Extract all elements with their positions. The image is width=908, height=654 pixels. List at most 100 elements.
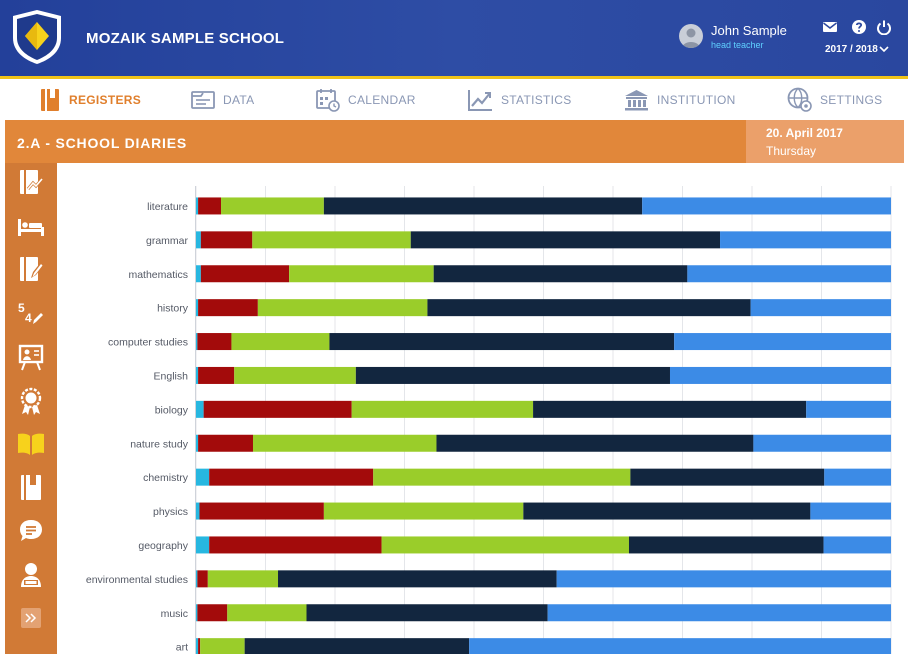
tab-calendar-label: CALENDAR: [348, 92, 416, 107]
bar-segment: [278, 570, 557, 588]
sidebar-item-diary-statistics[interactable]: [5, 163, 57, 203]
bar-segment: [200, 231, 253, 249]
bar-segment: [642, 197, 891, 215]
header: MOZAIK SAMPLE SCHOOL John Sample head te…: [0, 0, 908, 76]
sidebar-item-notes[interactable]: [5, 468, 57, 508]
y-tick-label: computer studies: [108, 337, 188, 349]
book-edit-icon: [20, 257, 44, 281]
mail-icon[interactable]: [822, 19, 838, 35]
grades-icon: 5 4: [18, 301, 43, 325]
tab-registers[interactable]: REGISTERS: [39, 79, 141, 120]
bar-segment: [196, 502, 200, 520]
y-tick-label: English: [154, 370, 189, 382]
sidebar-item-messages[interactable]: [5, 511, 57, 551]
registers-icon: [41, 88, 59, 111]
tab-institution-label: INSTITUTION: [657, 92, 736, 107]
bar-segment: [196, 299, 199, 317]
bar-segment: [630, 468, 825, 486]
current-weekday: Thursday: [766, 144, 817, 158]
user-avatar-icon: [682, 28, 700, 48]
bar-segment: [209, 468, 374, 486]
data-icon: [191, 90, 215, 109]
page-title: 2.A - SCHOOL DIARIES: [17, 135, 188, 151]
settings-icon: [787, 87, 812, 112]
sidebar-item-achievements[interactable]: [5, 381, 57, 421]
y-tick-label: grammar: [146, 235, 189, 247]
tab-calendar[interactable]: CALENDAR: [316, 79, 416, 120]
bar-segment: [806, 400, 891, 418]
bar-segment: [203, 400, 352, 418]
bar-segment: [244, 638, 470, 654]
tab-data[interactable]: DATA: [191, 79, 254, 120]
tab-institution[interactable]: INSTITUTION: [624, 79, 736, 120]
bar-segment: [200, 265, 290, 283]
user-name[interactable]: John Sample: [711, 23, 787, 38]
bed-icon: [18, 219, 44, 236]
current-date: 20. April 2017: [766, 126, 843, 140]
bar-segment: [200, 638, 245, 654]
y-tick-label: biology: [155, 404, 189, 416]
statistics-icon: [468, 89, 492, 111]
sidebar-item-lesson-register[interactable]: [5, 250, 57, 290]
sidebar-item-school-diaries[interactable]: [5, 424, 57, 464]
school-shield-logo[interactable]: [11, 8, 63, 66]
bar-segment: [436, 434, 754, 452]
bar-segment: [198, 197, 222, 215]
tab-settings[interactable]: SETTINGS: [787, 79, 882, 120]
bar-segment: [234, 366, 356, 384]
bar-segment: [373, 468, 631, 486]
bar-segment: [410, 231, 721, 249]
bar-segment: [207, 570, 279, 588]
bar-segment: [355, 366, 670, 384]
bar-segment: [824, 468, 891, 486]
y-tick-label: physics: [153, 506, 188, 518]
institution-icon: [625, 89, 648, 110]
bar-segment: [197, 570, 208, 588]
sidebar-item-classroom[interactable]: [5, 337, 57, 377]
sidebar-item-grades[interactable]: 5 4: [5, 294, 57, 334]
user-role: head teacher: [711, 40, 764, 50]
calendar-icon: [316, 88, 340, 112]
bar-segment: [196, 468, 210, 486]
bar-segment: [198, 366, 235, 384]
header-accent-stripe: [0, 76, 908, 79]
whiteboard-icon: [18, 344, 44, 371]
bar-segment: [196, 638, 199, 654]
bar-segment: [196, 366, 199, 384]
sidebar-expand-button[interactable]: [21, 608, 41, 628]
sidebar-item-absences[interactable]: [5, 207, 57, 247]
bar-segment: [252, 231, 411, 249]
bar-segment: [227, 604, 307, 622]
bar-segment: [289, 265, 434, 283]
bar-segment: [823, 536, 891, 554]
power-icon[interactable]: [876, 19, 892, 35]
help-icon[interactable]: [851, 19, 867, 35]
school-year-selector[interactable]: 2017 / 2018: [825, 44, 878, 55]
y-tick-label: mathematics: [128, 269, 188, 281]
tab-settings-label: SETTINGS: [820, 92, 883, 107]
user-avatar[interactable]: [679, 24, 703, 48]
bar-segment: [674, 333, 891, 351]
sidebar-item-students[interactable]: [5, 555, 57, 595]
bar-segment: [197, 333, 232, 351]
y-tick-label: music: [161, 608, 188, 620]
bar-segment: [196, 604, 198, 622]
bar-segment: [427, 299, 751, 317]
chevron-down-icon[interactable]: [879, 45, 889, 53]
bar-segment: [196, 333, 198, 351]
open-book-icon: [18, 433, 44, 455]
y-tick-label: nature study: [130, 438, 189, 450]
bar-segment: [306, 604, 548, 622]
bar-segment: [433, 265, 688, 283]
tab-statistics-label: STATISTICS: [501, 92, 572, 107]
bar-segment: [198, 299, 258, 317]
school-name: MOZAIK SAMPLE SCHOOL: [86, 30, 285, 47]
tab-registers-label: REGISTERS: [69, 92, 142, 107]
bar-segment: [750, 299, 891, 317]
tab-data-label: DATA: [223, 92, 255, 107]
tab-statistics[interactable]: STATISTICS: [468, 79, 572, 120]
bar-segment: [381, 536, 629, 554]
bar-segment: [323, 197, 643, 215]
bar-segment: [469, 638, 891, 654]
